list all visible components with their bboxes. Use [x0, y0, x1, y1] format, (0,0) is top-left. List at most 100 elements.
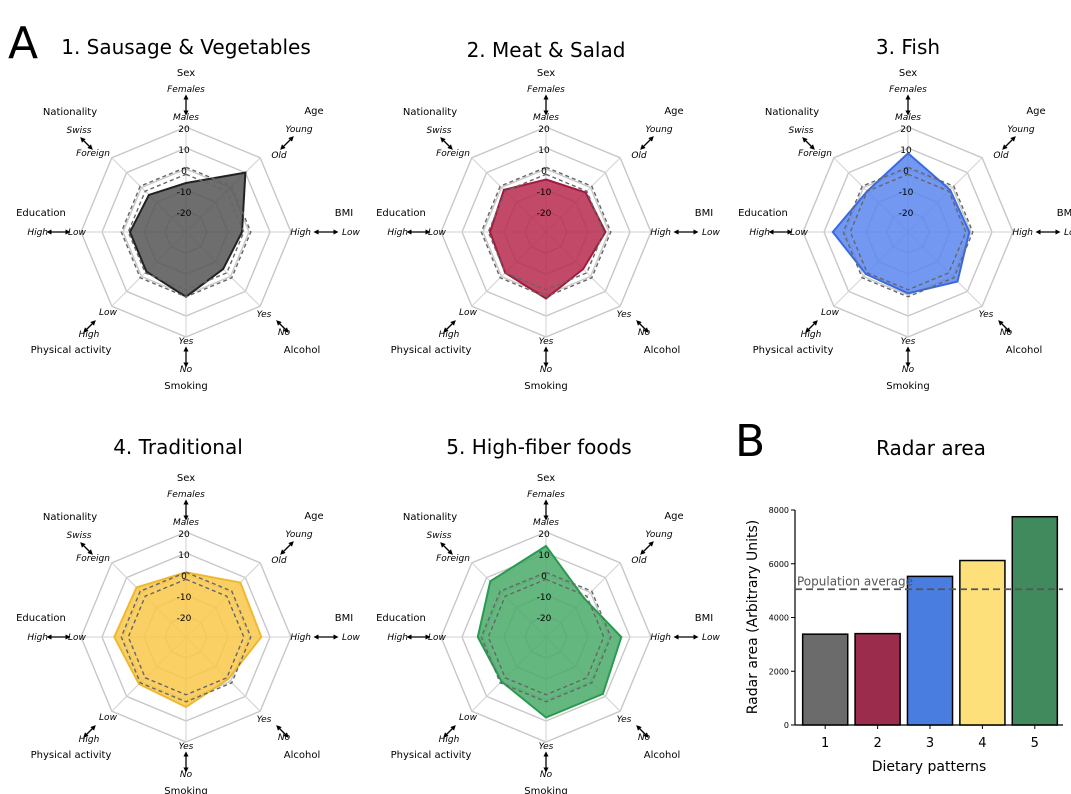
radar-point — [907, 292, 909, 295]
reference-ring — [120, 571, 252, 703]
radar-chart-2: 2. Meat & Salad 20 10 0 -10 -20 Sex Age BMI Alcoh… — [376, 38, 720, 392]
axis-label: Sex — [899, 68, 917, 79]
axis-label: Nationality — [403, 107, 457, 118]
pole-label-outer: Females — [527, 85, 565, 95]
pole-label-inner: Foreign — [436, 149, 470, 159]
pole-label-outer: Yes — [617, 310, 632, 320]
radar-point — [545, 545, 547, 547]
pole-label-inner: High — [439, 735, 460, 745]
radar-point — [145, 270, 148, 273]
pole-arrow — [636, 320, 649, 333]
pole-label-outer: Low — [99, 713, 118, 723]
pole-label-outer: High — [650, 633, 671, 643]
pole-label-inner: No — [180, 770, 193, 780]
axis-label: Nationality — [43, 512, 97, 523]
radar-point — [500, 680, 503, 683]
ring-tick-label: 10 — [900, 146, 912, 156]
radar-chart-4: 4. Traditional 20 10 0 -10 -20 Sex Age BMI Alcoho… — [16, 435, 360, 794]
axis-label: BMI — [335, 208, 353, 219]
axis-label: Sex — [177, 473, 195, 484]
pole-label-inner: Foreign — [76, 149, 110, 159]
radar-title: 1. Sausage & Vegetables — [61, 35, 311, 59]
radar-point — [865, 273, 867, 275]
bar — [854, 632, 901, 726]
radar-point — [185, 706, 187, 708]
pole-label-outer: Young — [285, 530, 312, 540]
pole-arrow — [443, 320, 456, 333]
bar — [959, 559, 1006, 726]
pole-label-inner: Old — [631, 556, 647, 566]
ring-tick-label: -20 — [177, 614, 192, 624]
pole-label-inner: High — [79, 330, 100, 340]
axis-label: Smoking — [164, 381, 207, 392]
pole-label-inner: High — [439, 330, 460, 340]
ring-tick-label: 20 — [538, 530, 550, 540]
radar-title: 5. High-fiber foods — [446, 435, 631, 459]
radar-title: 3. Fish — [876, 35, 940, 59]
panel-a-label: A — [8, 18, 38, 69]
radar-point — [583, 597, 586, 600]
pole-label-inner: Old — [271, 556, 287, 566]
ring-tick-label: -10 — [177, 188, 192, 198]
axis-label: Physical activity — [391, 750, 472, 761]
reference-ring — [127, 578, 245, 696]
radar-point — [148, 194, 150, 196]
pole-label-inner: Low — [1064, 228, 1071, 238]
reference-ring — [487, 578, 605, 696]
radar-point — [260, 636, 263, 638]
ring-tick-label: 20 — [900, 125, 912, 135]
axis-label: Nationality — [43, 107, 97, 118]
pole-label-inner: Old — [631, 151, 647, 161]
axis-label: Alcohol — [644, 345, 680, 356]
pole-label-inner: Low — [702, 228, 721, 238]
radar-point — [244, 171, 247, 174]
axis-label: Age — [304, 106, 323, 117]
pole-label-inner: Low — [342, 633, 361, 643]
pole-label-outer: Swiss — [67, 531, 92, 541]
pole-label-outer: Females — [167, 85, 205, 95]
axis-label: Age — [664, 511, 683, 522]
pole-arrow — [1002, 136, 1016, 150]
radar-point — [129, 231, 131, 233]
axis-label: Age — [1026, 106, 1045, 117]
axis-label: Education — [16, 613, 66, 624]
pole-label-inner: Low — [68, 633, 87, 643]
pole-label-inner: No — [278, 328, 291, 338]
axis-label: Smoking — [164, 786, 207, 794]
radar-point — [604, 231, 607, 233]
pole-label-outer: High — [290, 633, 311, 643]
ring-tick-label: -10 — [177, 593, 192, 603]
ring-tick-label: 10 — [538, 146, 550, 156]
ring-tick-label: 0 — [541, 572, 547, 582]
radar-point — [956, 280, 959, 283]
axis-label: BMI — [695, 613, 713, 624]
x-tick-label: 1 — [821, 736, 829, 751]
pole-label-inner: Low — [342, 228, 361, 238]
pole-arrow — [443, 725, 456, 738]
radar-point — [138, 683, 140, 685]
pole-label-outer: High — [387, 228, 408, 238]
bar — [801, 633, 849, 726]
pole-label-outer: Low — [99, 308, 118, 318]
pole-arrow — [998, 320, 1011, 333]
pole-arrow — [802, 137, 815, 150]
radar-point — [949, 189, 951, 191]
pole-label-inner: No — [638, 733, 651, 743]
ring-tick-label: -20 — [537, 614, 552, 624]
ring-tick-label: -20 — [537, 209, 552, 219]
ring-tick-label: 10 — [178, 551, 190, 561]
axis-label: Age — [304, 511, 323, 522]
bar-chart: Radar area 0 2000 4000 6000 8000 1 2 3 4 5 Populati… — [745, 436, 1063, 775]
axis-label: Nationality — [765, 107, 819, 118]
pole-arrow — [80, 542, 93, 555]
pole-label-inner: No — [902, 365, 915, 375]
pole-label-outer: Young — [645, 530, 672, 540]
pole-label-inner: Low — [428, 228, 447, 238]
pole-label-inner: No — [540, 365, 553, 375]
reference-ring — [487, 173, 605, 291]
radar-chart-3: 3. Fish 20 10 0 -10 -20 Sex Age BMI Alcohol Smokin… — [738, 35, 1071, 392]
reference-ring — [480, 571, 612, 703]
pole-label-outer: Yes — [257, 310, 272, 320]
pole-label-inner: Old — [271, 151, 287, 161]
